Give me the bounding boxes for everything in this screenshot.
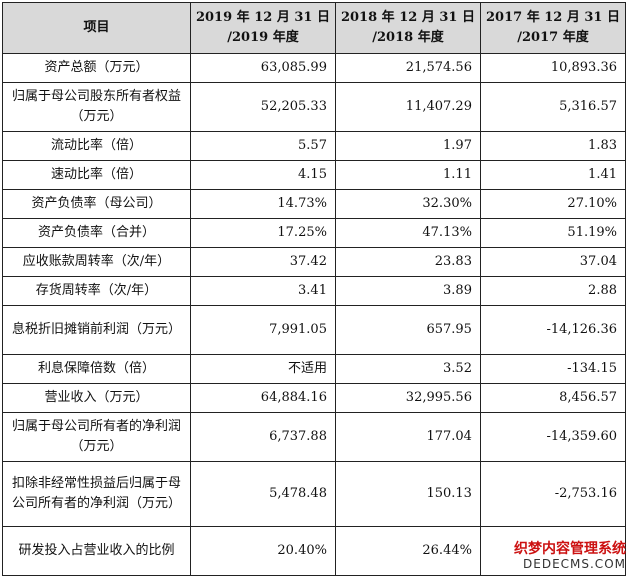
table-row: 归属于母公司股东所有者权益（万元） 52,205.33 11,407.29 5,…	[2, 82, 627, 132]
header-2019-line1: 2019 年 12 月 31 日	[195, 10, 330, 25]
value-2019: 不适用	[189, 354, 336, 384]
value-2017: 5,316.57	[479, 82, 627, 132]
value-2019: 63,085.99	[189, 53, 336, 83]
row-label: 应收账款周转率（次/年）	[2, 247, 191, 277]
value-2017: 1.41	[479, 160, 627, 190]
row-label: 营业收入（万元）	[2, 383, 191, 413]
row-label: 归属于母公司股东所有者权益（万元）	[2, 82, 191, 132]
row-label: 利息保障倍数（倍）	[2, 354, 191, 384]
value-2019: 6,737.88	[189, 412, 336, 462]
header-row: 项目 2019 年 12 月 31 日 /2019 年度 2018 年 12 月…	[2, 2, 627, 54]
value-2017: 27.10%	[479, 189, 627, 219]
value-2019: 64,884.16	[189, 383, 336, 413]
value-2019: 14.73%	[189, 189, 336, 219]
table-row: 息税折旧摊销前利润（万元） 7,991.05 657.95 -14,126.36	[2, 305, 627, 355]
row-label: 流动比率（倍）	[2, 131, 191, 161]
value-2019: 5.57	[189, 131, 336, 161]
table-row: 资产负债率（合并） 17.25% 47.13% 51.19%	[2, 218, 627, 248]
watermark-line2: DEDECMS.COM	[523, 557, 626, 571]
value-2019: 17.25%	[189, 218, 336, 248]
value-2018: 657.95	[334, 305, 481, 355]
row-label: 归属于母公司所有者的净利润（万元）	[2, 412, 191, 462]
header-year-2017: 2017 年 12 月 31 日 /2017 年度	[479, 2, 627, 54]
value-2018: 26.44%	[334, 526, 481, 576]
value-2019: 37.42	[189, 247, 336, 277]
row-label: 资产负债率（母公司）	[2, 189, 191, 219]
watermark-line1: 织梦内容管理系统	[514, 541, 626, 557]
row-label: 资产负债率（合并）	[2, 218, 191, 248]
value-2017	[479, 526, 627, 576]
value-2017: -14,126.36	[479, 305, 627, 355]
row-label: 资产总额（万元）	[2, 53, 191, 83]
table-row: 资产总额（万元） 63,085.99 21,574.56 10,893.36	[2, 53, 627, 83]
header-item: 项目	[2, 2, 191, 54]
value-2017: 51.19%	[479, 218, 627, 248]
value-2017: -134.15	[479, 354, 627, 384]
value-2018: 23.83	[334, 247, 481, 277]
table-row: 流动比率（倍） 5.57 1.97 1.83	[2, 131, 627, 161]
table-row: 研发投入占营业收入的比例 20.40% 26.44%	[2, 526, 627, 576]
row-label: 扣除非经常性损益后归属于母公司所有者的净利润（万元）	[2, 461, 191, 527]
value-2019: 7,991.05	[189, 305, 336, 355]
table-row: 资产负债率（母公司） 14.73% 32.30% 27.10%	[2, 189, 627, 219]
value-2018: 1.11	[334, 160, 481, 190]
header-year-2018: 2018 年 12 月 31 日 /2018 年度	[334, 2, 481, 54]
header-2018-line1: 2018 年 12 月 31 日	[340, 10, 475, 25]
table-row: 速动比率（倍） 4.15 1.11 1.41	[2, 160, 627, 190]
value-2018: 47.13%	[334, 218, 481, 248]
table-row: 应收账款周转率（次/年） 37.42 23.83 37.04	[2, 247, 627, 277]
value-2018: 3.89	[334, 276, 481, 306]
value-2019: 5,478.48	[189, 461, 336, 527]
watermark: 织梦内容管理系统 DEDECMS.COM	[514, 541, 626, 571]
row-label: 速动比率（倍）	[2, 160, 191, 190]
value-2017: -2,753.16	[479, 461, 627, 527]
header-2017-line2: /2017 年度	[517, 30, 589, 45]
value-2017: 2.88	[479, 276, 627, 306]
value-2017: 8,456.57	[479, 383, 627, 413]
table-row: 利息保障倍数（倍） 不适用 3.52 -134.15	[2, 354, 627, 384]
table-row: 存货周转率（次/年） 3.41 3.89 2.88	[2, 276, 627, 306]
table-row: 归属于母公司所有者的净利润（万元） 6,737.88 177.04 -14,35…	[2, 412, 627, 462]
value-2018: 177.04	[334, 412, 481, 462]
value-2018: 21,574.56	[334, 53, 481, 83]
table-row: 扣除非经常性损益后归属于母公司所有者的净利润（万元） 5,478.48 150.…	[2, 461, 627, 527]
header-2018-line2: /2018 年度	[372, 30, 444, 45]
row-label: 息税折旧摊销前利润（万元）	[2, 305, 191, 355]
value-2018: 32.30%	[334, 189, 481, 219]
row-label: 研发投入占营业收入的比例	[2, 526, 191, 576]
value-2018: 150.13	[334, 461, 481, 527]
value-2019: 4.15	[189, 160, 336, 190]
table-row: 营业收入（万元） 64,884.16 32,995.56 8,456.57	[2, 383, 627, 413]
value-2018: 1.97	[334, 131, 481, 161]
value-2017: 10,893.36	[479, 53, 627, 83]
value-2017: 37.04	[479, 247, 627, 277]
value-2017: 1.83	[479, 131, 627, 161]
value-2017: -14,359.60	[479, 412, 627, 462]
value-2019: 52,205.33	[189, 82, 336, 132]
value-2018: 32,995.56	[334, 383, 481, 413]
header-2019-line2: /2019 年度	[227, 30, 299, 45]
value-2018: 3.52	[334, 354, 481, 384]
header-2017-line1: 2017 年 12 月 31 日	[485, 10, 620, 25]
value-2018: 11,407.29	[334, 82, 481, 132]
header-year-2019: 2019 年 12 月 31 日 /2019 年度	[189, 2, 336, 54]
row-label: 存货周转率（次/年）	[2, 276, 191, 306]
value-2019: 3.41	[189, 276, 336, 306]
value-2019: 20.40%	[189, 526, 336, 576]
